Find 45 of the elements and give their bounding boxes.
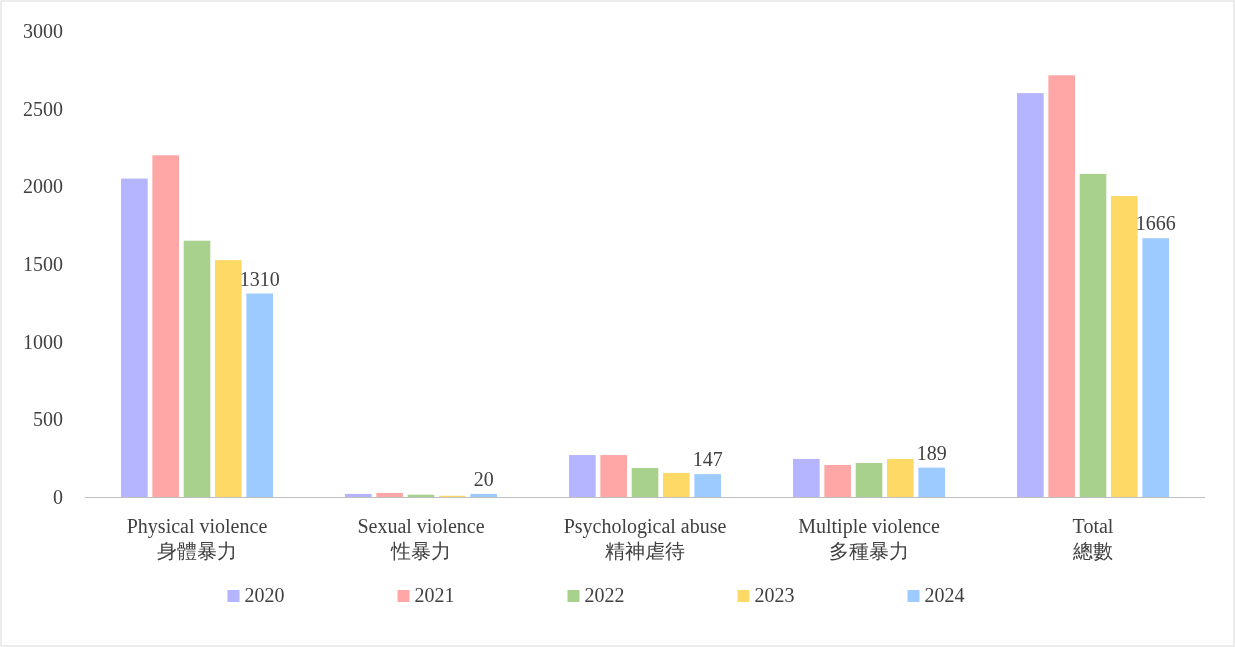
bar: [121, 178, 148, 497]
legend-label: 2021: [414, 584, 455, 606]
bar: [918, 467, 945, 497]
y-tick-label: 3000: [23, 20, 63, 42]
bar: [824, 465, 851, 497]
y-tick-label: 1000: [23, 330, 63, 353]
bar: [887, 458, 914, 497]
y-tick-label: 2000: [23, 175, 63, 198]
data-label: 20: [473, 467, 494, 490]
bar: [215, 260, 242, 497]
bar: [1111, 195, 1138, 497]
bar: [1048, 75, 1075, 497]
bar: [569, 455, 596, 497]
legend-label: 2023: [754, 584, 795, 606]
bar: [600, 455, 627, 497]
bar: [246, 293, 273, 497]
bar: [663, 472, 690, 497]
x-tick-label: Total 總數: [1072, 515, 1114, 562]
y-tick-label: 2500: [23, 97, 63, 120]
x-tick-label: Psychological abuse 精神虐待: [563, 515, 727, 562]
bar: [1079, 173, 1107, 497]
bar: [1142, 238, 1169, 497]
bar: [694, 474, 721, 497]
data-label: 1666: [1135, 212, 1176, 235]
legend-label: 2022: [584, 584, 625, 606]
data-label: 147: [692, 448, 723, 471]
x-tick-label: Sexual violence 性暴力: [357, 515, 485, 562]
y-tick-label: 500: [33, 408, 63, 431]
bar: [855, 462, 883, 497]
bar: [470, 493, 497, 497]
y-tick-label: 1500: [23, 253, 63, 275]
bar: [183, 240, 211, 497]
y-tick-label: 0: [53, 486, 63, 508]
bar: [631, 467, 659, 497]
bar: [345, 493, 372, 497]
data-label: 189: [916, 441, 947, 464]
x-tick-label: Multiple violence 多種暴力: [798, 515, 940, 562]
legend-label: 2020: [244, 584, 285, 606]
x-tick-label: Physical violence 身體暴力: [126, 515, 268, 562]
data-label: 1310: [239, 267, 280, 290]
bar: [793, 458, 820, 497]
bar: [1017, 93, 1044, 497]
bar: [152, 155, 179, 497]
legend-label: 2024: [924, 584, 965, 606]
bar: [376, 492, 403, 497]
